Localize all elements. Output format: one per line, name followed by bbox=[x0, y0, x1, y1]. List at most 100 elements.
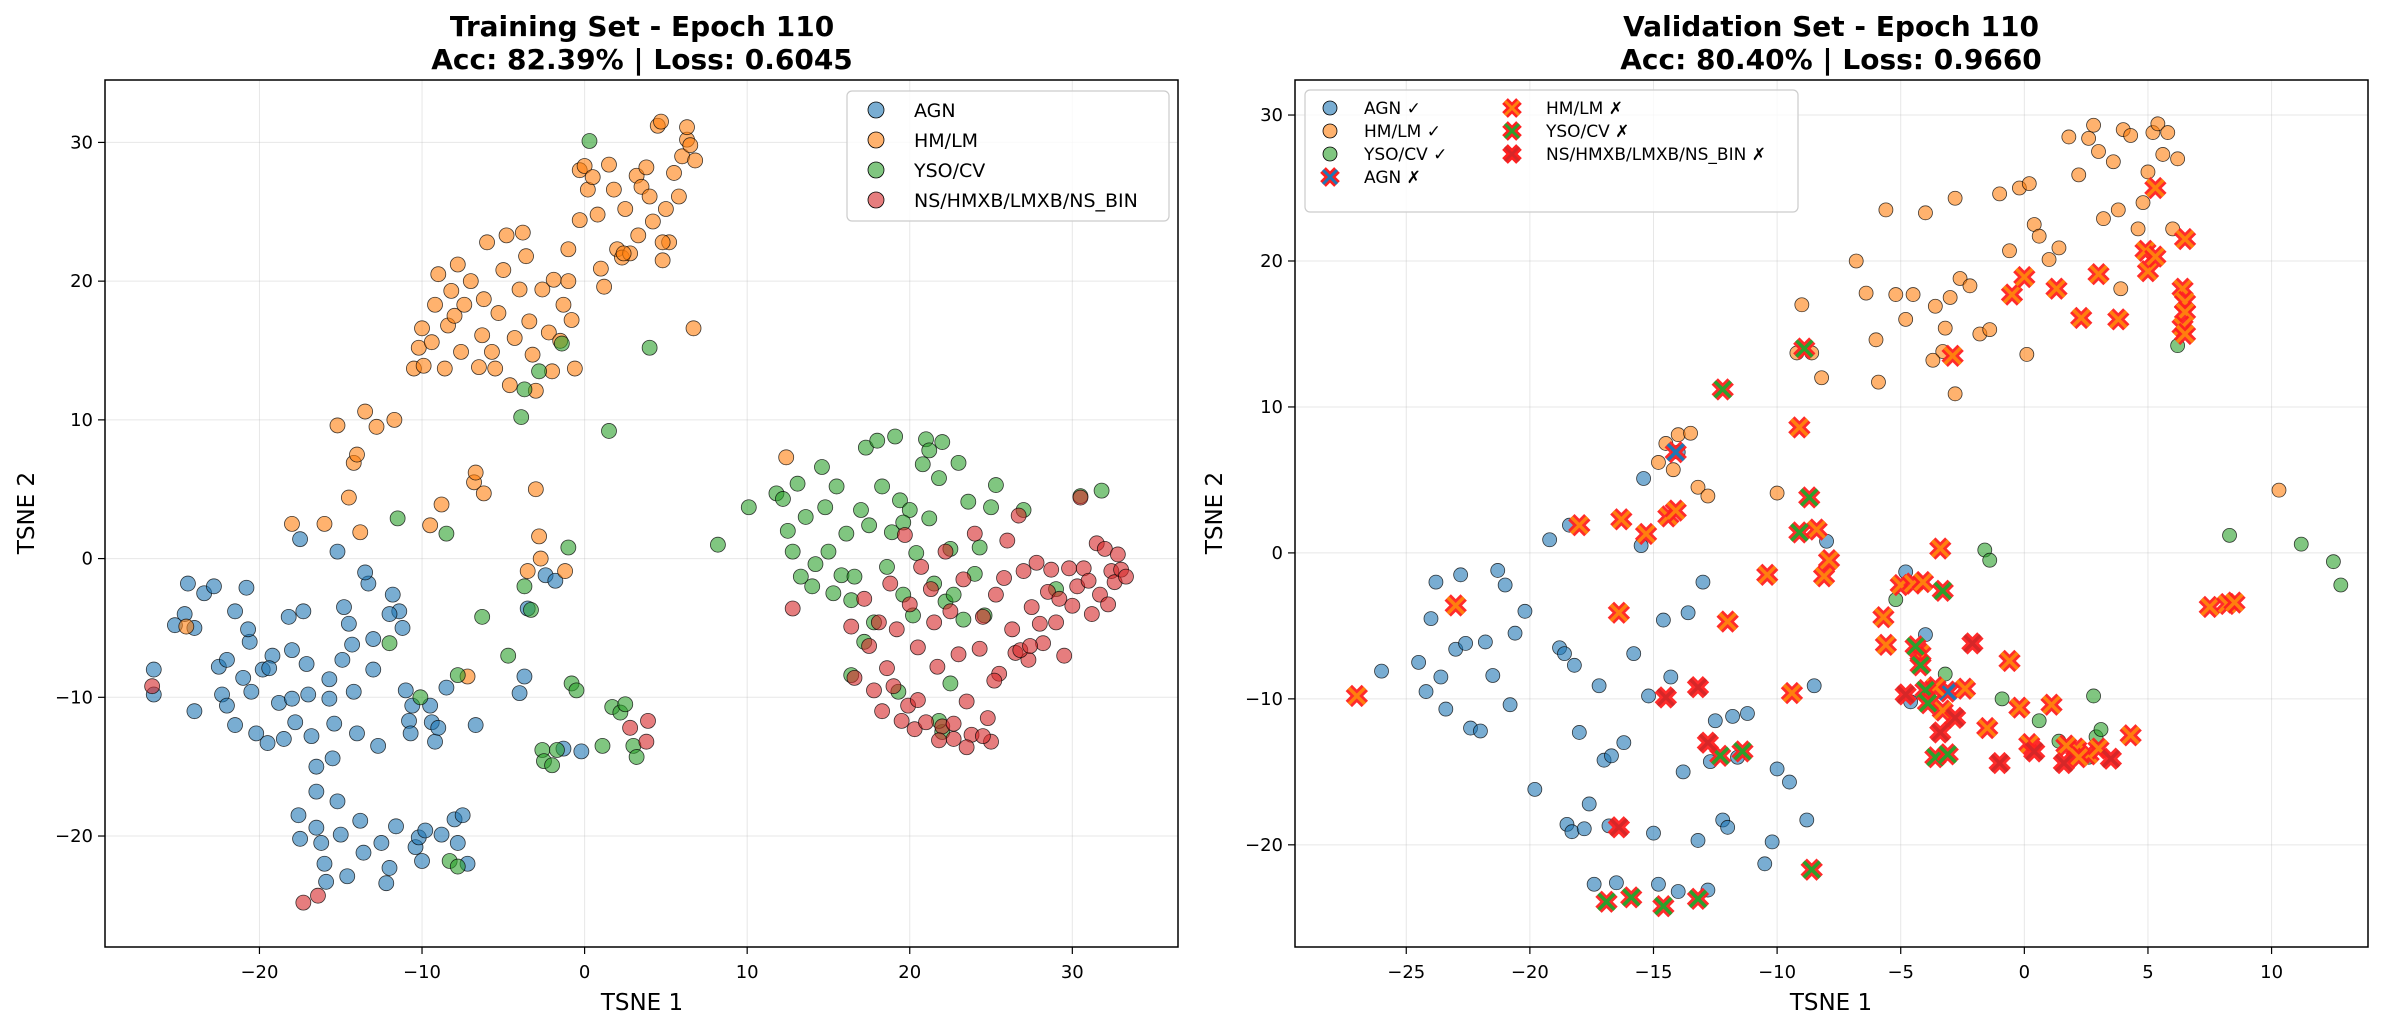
training-point-hm-lm bbox=[605, 181, 622, 198]
training-point-ns-hmxb-lmxb-ns-bin bbox=[1022, 638, 1038, 654]
legend-marker-agn bbox=[1322, 100, 1338, 116]
training-point-hm-lm bbox=[682, 137, 699, 154]
validation-cross-core-ns-hmxb-lmxb-ns-bin bbox=[1931, 723, 1950, 742]
training-point-hm-lm bbox=[475, 485, 492, 502]
validation-point-hm-lm bbox=[2096, 211, 2111, 227]
validation-point-hm-lm bbox=[1871, 374, 1886, 390]
training-point-hm-lm bbox=[654, 234, 671, 251]
validation-y-tick-label: 20 bbox=[1260, 251, 1283, 272]
training-point-yso-cv bbox=[797, 509, 814, 525]
validation-point-agn bbox=[1670, 884, 1686, 899]
validation-xlabel: TSNE 1 bbox=[1789, 990, 1872, 1016]
validation-x-tick-label: 0 bbox=[2019, 962, 2030, 983]
validation-legend-box bbox=[1304, 89, 1799, 213]
training-point-ns-hmxb-lmxb-ns-bin bbox=[1100, 596, 1116, 613]
training-x-tick-label: −20 bbox=[240, 962, 278, 983]
validation-y-tick-label: 0 bbox=[1272, 543, 1283, 564]
training-point-agn bbox=[313, 835, 330, 851]
validation-cross-core-ns-hmxb-lmxb-ns-bin bbox=[1698, 733, 1718, 752]
training-point-hm-lm bbox=[430, 266, 447, 283]
training-point-yso-cv bbox=[553, 335, 570, 352]
training-point-hm-lm bbox=[518, 248, 534, 265]
validation-cross-core-hm-lm bbox=[1790, 418, 1809, 437]
training-point-agn bbox=[329, 793, 346, 810]
training-title-line1: Training Set - Epoch 110 bbox=[450, 10, 834, 43]
training-point-agn bbox=[316, 855, 333, 872]
training-point-hm-lm bbox=[617, 201, 634, 217]
training-point-agn bbox=[547, 572, 564, 589]
training-point-hm-lm bbox=[589, 206, 606, 223]
validation-cross-core-hm-lm bbox=[2146, 247, 2165, 266]
legend-marker-yso-cv bbox=[1322, 146, 1338, 162]
training-point-agn bbox=[308, 758, 325, 775]
training-point-ns-hmxb-lmxb-ns-bin bbox=[1015, 563, 1032, 579]
validation-cross-core-hm-lm bbox=[2146, 178, 2165, 198]
training-point-hm-lm bbox=[501, 377, 518, 394]
training-y-tick-label: 30 bbox=[70, 132, 93, 153]
training-point-ns-hmxb-lmxb-ns-bin bbox=[1118, 568, 1134, 585]
training-point-agn bbox=[219, 651, 235, 668]
training-point-yso-cv bbox=[921, 510, 938, 527]
training-point-yso-cv bbox=[983, 499, 999, 516]
validation-cross-core-ns-hmxb-lmxb-ns-bin bbox=[1945, 708, 1965, 728]
validation-point-agn bbox=[1527, 781, 1543, 797]
validation-cross-core-yso-cv bbox=[1802, 860, 1821, 879]
training-point-hm-lm bbox=[284, 516, 300, 532]
training-y-tick-label: −10 bbox=[55, 687, 93, 708]
validation-point-yso-cv bbox=[2031, 713, 2047, 729]
training-point-hm-lm bbox=[498, 227, 515, 244]
training-point-yso-cv bbox=[381, 635, 398, 652]
training-point-ns-hmxb-lmxb-ns-bin bbox=[901, 596, 918, 613]
training-point-hm-lm bbox=[415, 357, 432, 374]
training-point-hm-lm bbox=[540, 324, 557, 341]
validation-point-agn bbox=[1586, 876, 1602, 892]
training-point-agn bbox=[454, 807, 471, 824]
validation-point-hm-lm bbox=[2271, 482, 2287, 498]
training-point-agn bbox=[321, 671, 338, 688]
training-point-yso-cv bbox=[560, 539, 577, 556]
training-point-agn bbox=[427, 733, 443, 750]
training-point-ns-hmxb-lmxb-ns-bin bbox=[885, 678, 902, 695]
training-point-hm-lm bbox=[487, 360, 504, 377]
training-point-yso-cv bbox=[861, 517, 878, 534]
training-point-ns-hmxb-lmxb-ns-bin bbox=[909, 639, 926, 656]
validation-y-tick-label: −10 bbox=[1245, 689, 1283, 710]
training-point-ns-hmxb-lmxb-ns-bin bbox=[882, 575, 899, 592]
legend-cross-core-hm-lm bbox=[1503, 99, 1521, 117]
training-point-yso-cv bbox=[779, 522, 796, 539]
validation-cross-core-hm-lm bbox=[1718, 612, 1737, 631]
training-point-ns-hmxb-lmxb-ns-bin bbox=[1004, 621, 1021, 638]
training-point-ns-hmxb-lmxb-ns-bin bbox=[955, 571, 972, 588]
validation-point-hm-lm bbox=[2140, 164, 2156, 180]
validation-point-agn bbox=[1675, 764, 1691, 780]
training-point-hm-lm bbox=[423, 334, 440, 351]
training-point-yso-cv bbox=[892, 492, 908, 509]
training-point-ns-hmxb-lmxb-ns-bin bbox=[1023, 599, 1040, 616]
training-point-hm-lm bbox=[557, 563, 573, 579]
training-point-hm-lm bbox=[601, 156, 617, 173]
validation-cross-core-ns-hmxb-lmxb-ns-bin bbox=[1963, 634, 1982, 653]
training-point-hm-lm bbox=[519, 563, 536, 579]
training-point-agn bbox=[397, 682, 414, 699]
validation-cross-core-hm-lm bbox=[1446, 596, 1465, 615]
training-point-hm-lm bbox=[521, 313, 538, 330]
training-point-agn bbox=[365, 631, 382, 647]
validation-cross-core-hm-lm bbox=[2200, 597, 2220, 617]
training-point-yso-cv bbox=[775, 491, 791, 507]
validation-point-hm-lm bbox=[2061, 129, 2077, 145]
validation-cross-core-hm-lm bbox=[1876, 635, 1896, 655]
training-point-agn bbox=[378, 875, 395, 892]
training-point-ns-hmxb-lmxb-ns-bin bbox=[310, 887, 326, 904]
legend-label-ysocv: YSO/CV bbox=[913, 160, 985, 182]
validation-point-hm-lm bbox=[2155, 147, 2171, 162]
validation-x-tick-label: −20 bbox=[1511, 962, 1549, 983]
training-point-yso-cv bbox=[857, 439, 874, 456]
validation-point-hm-lm bbox=[1947, 190, 1963, 206]
validation-cross-core-yso-cv bbox=[1654, 896, 1673, 916]
validation-cross-core-hm-lm bbox=[2069, 748, 2088, 767]
validation-point-agn bbox=[1655, 612, 1671, 628]
training-point-yso-cv bbox=[628, 749, 645, 765]
validation-cross-core-hm-lm bbox=[2175, 302, 2195, 322]
validation-point-hm-lm bbox=[1665, 462, 1681, 478]
validation-point-hm-lm bbox=[1700, 488, 1716, 504]
